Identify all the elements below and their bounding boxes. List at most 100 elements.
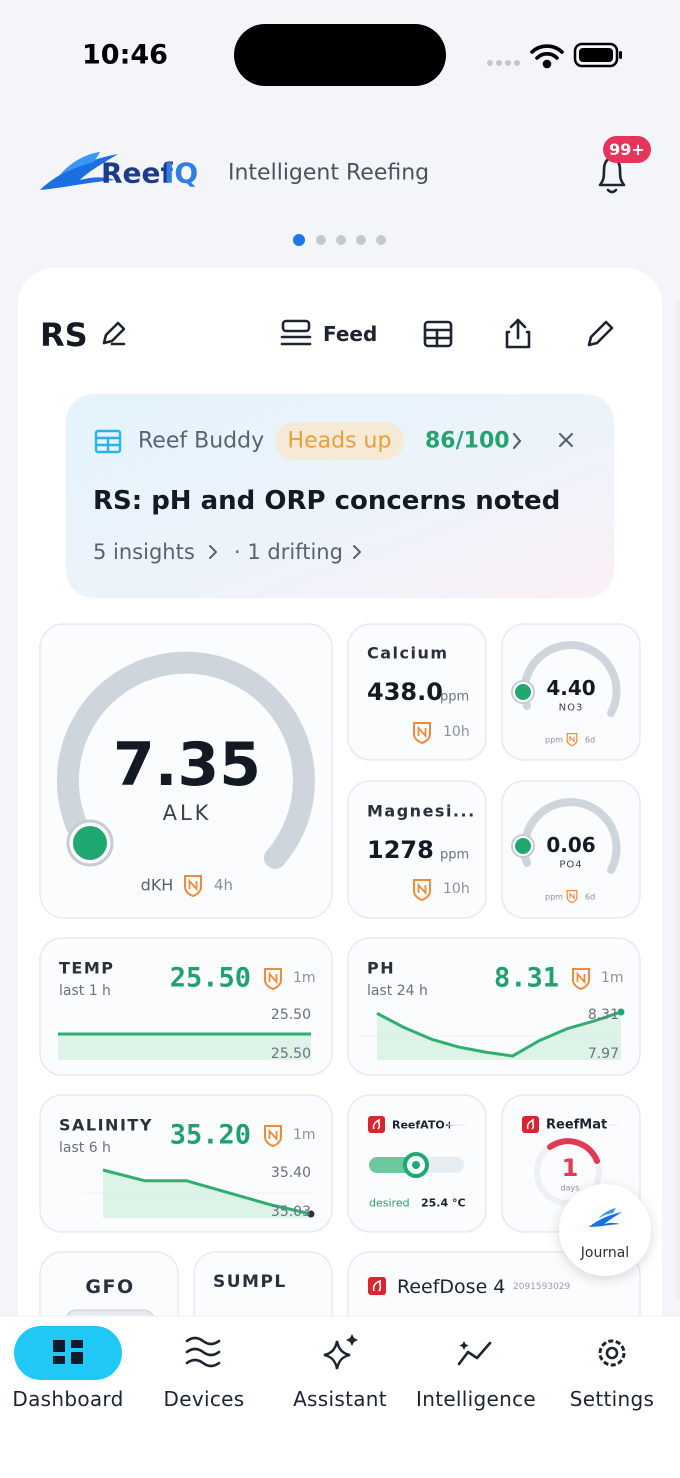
nav-item[interactable]: Devices [164, 1336, 245, 1411]
brand-name: Reef [101, 157, 174, 190]
wifi-icon [530, 44, 564, 69]
signal-icon-part [496, 60, 502, 66]
buddy-score: 86/100 [425, 429, 510, 454]
settings-icon-hub [605, 1346, 619, 1360]
temp-range-min: 25.50 [271, 1046, 311, 1062]
ato-desired-value: 25.4 °C [421, 1197, 466, 1210]
devices-icon-wave [185, 1347, 221, 1357]
brand-accent: IQ [164, 157, 198, 190]
po4-name: PO4 [559, 860, 582, 871]
calcium-name: Calcium [367, 644, 449, 663]
no3-age: 6d [585, 736, 595, 745]
nav-item[interactable]: Settings [570, 1339, 654, 1411]
source-icon-mark [417, 725, 427, 739]
page-indicator-part [376, 235, 386, 245]
salinity-age: 1m [293, 1127, 316, 1143]
salinity-period: last 6 h [59, 1140, 111, 1156]
reefdose-name: ReefDose 4 [397, 1276, 505, 1298]
alk-value: 7.35 [113, 730, 261, 800]
page-indicator-part [316, 235, 326, 245]
salinity-sparkline-end [307, 1210, 315, 1218]
salinity-range-max: 35.40 [271, 1165, 311, 1181]
notification-badge: 99+ [609, 140, 645, 159]
source-icon-mark [268, 971, 278, 985]
insights-link[interactable]: 5 insights [93, 540, 195, 564]
ato-name: ReefATO+ [392, 1119, 454, 1132]
devices-icon-wave [185, 1358, 221, 1368]
ph-age: 1m [601, 970, 624, 986]
alk-name: ALK [163, 801, 212, 825]
page-indicator[interactable] [293, 234, 386, 246]
drifting-chevron [353, 545, 362, 559]
po4-value: 0.06 [546, 833, 595, 857]
source-icon [566, 889, 578, 904]
magnesium-tile[interactable] [347, 780, 487, 919]
source-icon [184, 875, 202, 898]
page-indicator-part [356, 235, 366, 245]
brand-logo-icon-part [40, 154, 118, 190]
temp-period: last 1 h [59, 983, 111, 999]
magnesium-name: Magnesi... [367, 802, 476, 821]
dashboard-icon-part [71, 1340, 83, 1348]
signal-icon-part [514, 60, 520, 66]
calendar-icon[interactable] [423, 320, 453, 348]
nav-label: Devices [164, 1387, 245, 1411]
ph-sparkline-area [377, 1012, 621, 1060]
ato-desired-label: desired [369, 1197, 410, 1210]
calcium-tile[interactable] [347, 623, 487, 761]
nav-label: Dashboard [12, 1387, 123, 1411]
rename-icon-part [102, 321, 126, 345]
next-card-peek [676, 300, 680, 1300]
devices-icon-wave [185, 1336, 221, 1346]
nav-label: Settings [570, 1387, 654, 1411]
ph-sparkline [376, 1010, 622, 1058]
po4-age: 6d [585, 893, 595, 902]
journal-button[interactable] [559, 1184, 651, 1276]
score-chevron[interactable] [512, 432, 522, 450]
dashboard-icon-part [53, 1340, 65, 1352]
reefmat-unit: days [561, 1184, 580, 1193]
notification-badge-bg [603, 136, 651, 163]
magnesium-value: 1278 [367, 836, 434, 864]
brand-logo-icon [40, 152, 118, 190]
dismiss-button[interactable] [558, 432, 574, 448]
dashboard-icon-part [71, 1352, 83, 1364]
no3-value: 4.40 [546, 676, 595, 700]
reef-buddy-panel[interactable] [66, 394, 614, 598]
gfo-name: GFO [85, 1276, 134, 1298]
nav-item[interactable]: Assistant [293, 1334, 387, 1411]
notification-bell[interactable] [598, 156, 626, 194]
source-icon-mark [417, 882, 427, 896]
battery-icon-part [579, 48, 613, 62]
nav-label: Intelligence [416, 1387, 536, 1411]
no3-name: NO3 [559, 703, 584, 714]
source-icon-mark [569, 892, 575, 900]
feed-button[interactable]: Feed [323, 322, 377, 346]
journal-label: Journal [580, 1245, 629, 1261]
source-icon-mark [188, 878, 198, 892]
ph-sparkline-end [617, 1008, 625, 1016]
share-icon[interactable] [505, 318, 531, 349]
ato-device-icon [368, 1116, 385, 1133]
reefdose-serial: 2091593029 [513, 1282, 571, 1292]
po4-gauge-knob [515, 838, 531, 854]
no3-gauge-knob [515, 684, 531, 700]
ph-period: last 24 h [367, 983, 428, 999]
drifting-link[interactable]: · 1 drifting [234, 540, 343, 564]
ph-range-max: 8.31 [588, 1007, 619, 1023]
salinity-range-min: 35.03 [271, 1204, 311, 1220]
reefdose-device-icon-part [368, 1277, 386, 1295]
source-icon [264, 968, 282, 991]
nav-item[interactable]: Dashboard [12, 1326, 123, 1411]
feed-icon[interactable] [280, 319, 312, 346]
notification-bell-part [606, 188, 618, 194]
alk-age: 4h [214, 876, 233, 894]
salinity-name: SALINITY [59, 1116, 153, 1135]
alk-gauge-track [56, 651, 315, 869]
calcium-age: 10h [443, 724, 470, 740]
nav-item[interactable]: Intelligence [416, 1341, 536, 1411]
alk-unit: dKH [141, 876, 174, 895]
rename-icon[interactable] [102, 321, 126, 346]
edit-icon[interactable] [587, 320, 614, 347]
